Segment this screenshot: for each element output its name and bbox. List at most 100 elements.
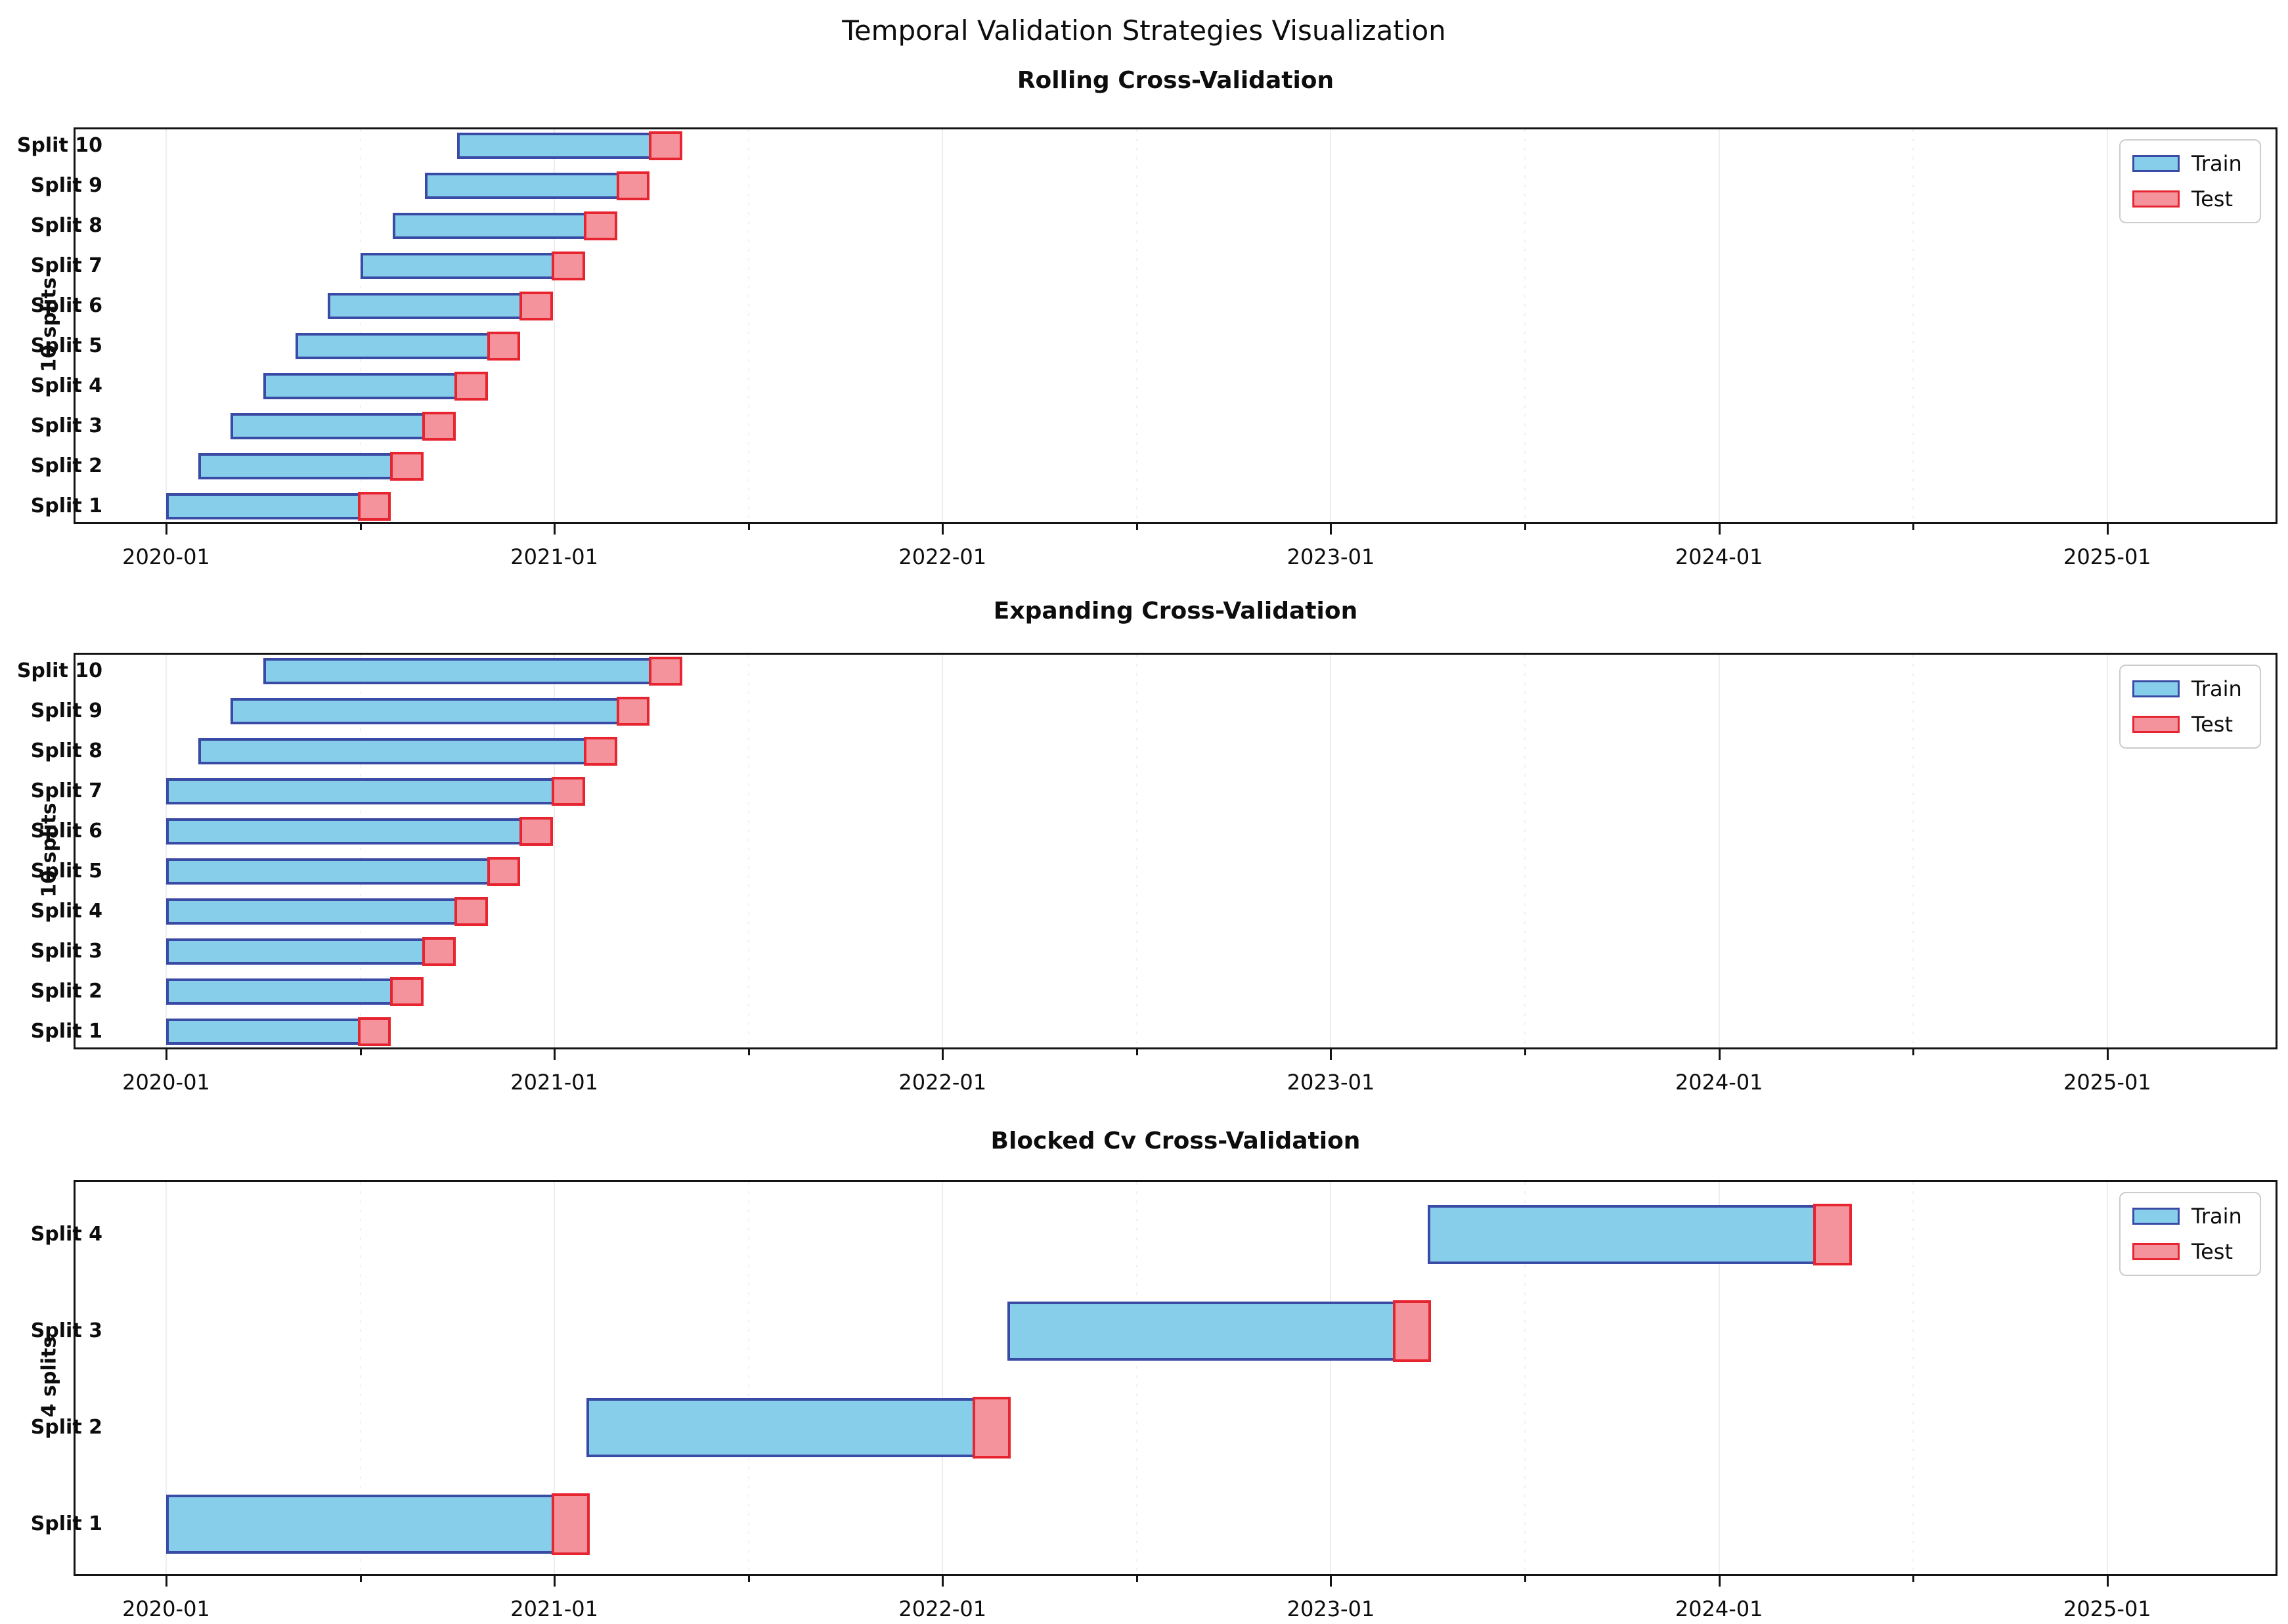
x-axis-tick (554, 524, 556, 535)
legend-item-test: Test (2132, 1239, 2248, 1264)
x-axis-minor-tick (359, 1049, 362, 1055)
plot-blocked-cv: 2020-01 2021-01 2022-01 2023-01 2024-01 2025-… (31, 1180, 2277, 1621)
test-bar (552, 252, 585, 280)
gridline-major (2106, 1182, 2108, 1574)
test-bar (454, 372, 489, 401)
gridline-minor (1912, 129, 1914, 522)
test-bar (648, 131, 682, 160)
y-tick-label-split: Split 4 (30, 900, 102, 923)
x-axis-tick (1718, 1049, 1721, 1060)
gridline-minor (1135, 1182, 1137, 1574)
y-tick-label-split: Split 6 (30, 820, 102, 843)
train-bar (165, 858, 490, 885)
chart-title-expanding: Expanding Cross-Validation (993, 598, 1358, 625)
x-axis-tick (554, 1576, 556, 1587)
x-axis-minor-tick (1524, 1049, 1527, 1055)
train-bar (457, 133, 651, 159)
train-bar (165, 778, 555, 804)
y-tick-label-split: Split 8 (30, 739, 102, 762)
x-axis-minor-tick (1912, 524, 1915, 530)
plot-expanding-cv: 2020-01 2021-01 2022-01 2023-01 2024-01 2025-… (17, 653, 2277, 1095)
train-bar (231, 413, 426, 439)
y-tick-label-split: Split 3 (30, 414, 102, 437)
test-bar (487, 332, 521, 361)
test-bar (519, 817, 553, 846)
y-tick-label-split: Split 5 (30, 860, 102, 883)
y-tick-label-split: Split 2 (30, 454, 102, 477)
x-axis-tick-label: 2020-01 (122, 544, 210, 569)
x-axis-tick-label: 2020-01 (122, 1070, 210, 1095)
gridline-minor (1135, 129, 1137, 522)
train-bar (263, 373, 458, 399)
train-bar (586, 1398, 975, 1457)
train-bar (425, 173, 619, 199)
x-axis-tick (942, 524, 944, 535)
y-tick-label-split: Split 4 (30, 374, 102, 397)
legend-item-train: Train (2132, 151, 2248, 176)
gridline-minor (747, 1182, 749, 1574)
x-axis-minor-tick (1135, 524, 1138, 530)
test-bar (552, 777, 585, 806)
gridline-minor (1912, 1182, 1914, 1574)
gridline-major (165, 1182, 167, 1574)
gridline-minor (747, 655, 749, 1047)
test-swatch (2132, 1243, 2180, 1260)
gridline-minor (359, 129, 361, 522)
x-axis-tick (554, 1049, 556, 1060)
train-bar (165, 978, 393, 1005)
train-bar (1428, 1205, 1816, 1264)
train-bar (198, 738, 587, 764)
y-tick-label-split: Split 7 (30, 779, 102, 802)
train-bar (296, 333, 490, 359)
test-bar (389, 977, 424, 1006)
x-axis-minor-tick (747, 1576, 750, 1582)
y-tick-label-split: Split 8 (30, 214, 102, 237)
test-bar (422, 937, 456, 966)
gridline-major (554, 129, 556, 522)
x-axis-minor-tick (1912, 1049, 1915, 1055)
gridline-major (165, 655, 167, 1047)
test-bar (584, 737, 618, 766)
train-swatch (2132, 1208, 2180, 1225)
test-bar (1813, 1204, 1852, 1265)
legend: Train Test (2119, 665, 2261, 749)
x-axis-tick (1718, 1576, 1721, 1587)
test-bar (422, 412, 456, 441)
legend-label-train: Train (2191, 1204, 2242, 1229)
x-axis-tick-label: 2024-01 (1675, 1070, 1763, 1095)
y-tick-label-split: Split 1 (30, 1020, 102, 1043)
gridline-major (1718, 1182, 1720, 1574)
y-tick-label-split: Split 2 (30, 1416, 102, 1439)
train-bar (165, 938, 426, 965)
gridline-minor (359, 1182, 361, 1574)
y-tick-label-split: Split 3 (30, 940, 102, 963)
train-bar (165, 493, 361, 519)
train-swatch (2132, 155, 2180, 172)
x-axis-tick-label: 2020-01 (122, 1596, 210, 1621)
train-bar (231, 698, 619, 724)
gridline-major (1330, 129, 1332, 522)
x-axis-minor-tick (1524, 1576, 1527, 1582)
y-tick-label-split: Split 1 (30, 1512, 102, 1535)
x-axis-tick-label: 2021-01 (510, 1070, 598, 1095)
x-axis-tick-label: 2024-01 (1675, 544, 1763, 569)
gridline-major (942, 1182, 944, 1574)
x-axis-minor-tick (359, 524, 362, 530)
gridline-major (2106, 129, 2108, 522)
gridline-minor (1524, 129, 1526, 522)
x-axis-tick (942, 1576, 944, 1587)
legend: Train Test (2119, 1192, 2261, 1276)
test-bar (454, 897, 489, 926)
y-tick-label-split: Split 9 (30, 699, 102, 722)
x-axis-tick-label: 2025-01 (2063, 1070, 2151, 1095)
x-axis-tick (1330, 1049, 1332, 1060)
x-axis-minor-tick (1912, 1576, 1915, 1582)
train-bar (165, 818, 522, 845)
gridline-major (554, 655, 556, 1047)
x-axis-tick (165, 524, 167, 535)
x-axis-tick-label: 2025-01 (2063, 1596, 2151, 1621)
test-bar (584, 211, 618, 240)
x-axis-tick-label: 2021-01 (510, 544, 598, 569)
test-bar (552, 1493, 590, 1555)
x-axis-minor-tick (1135, 1576, 1138, 1582)
